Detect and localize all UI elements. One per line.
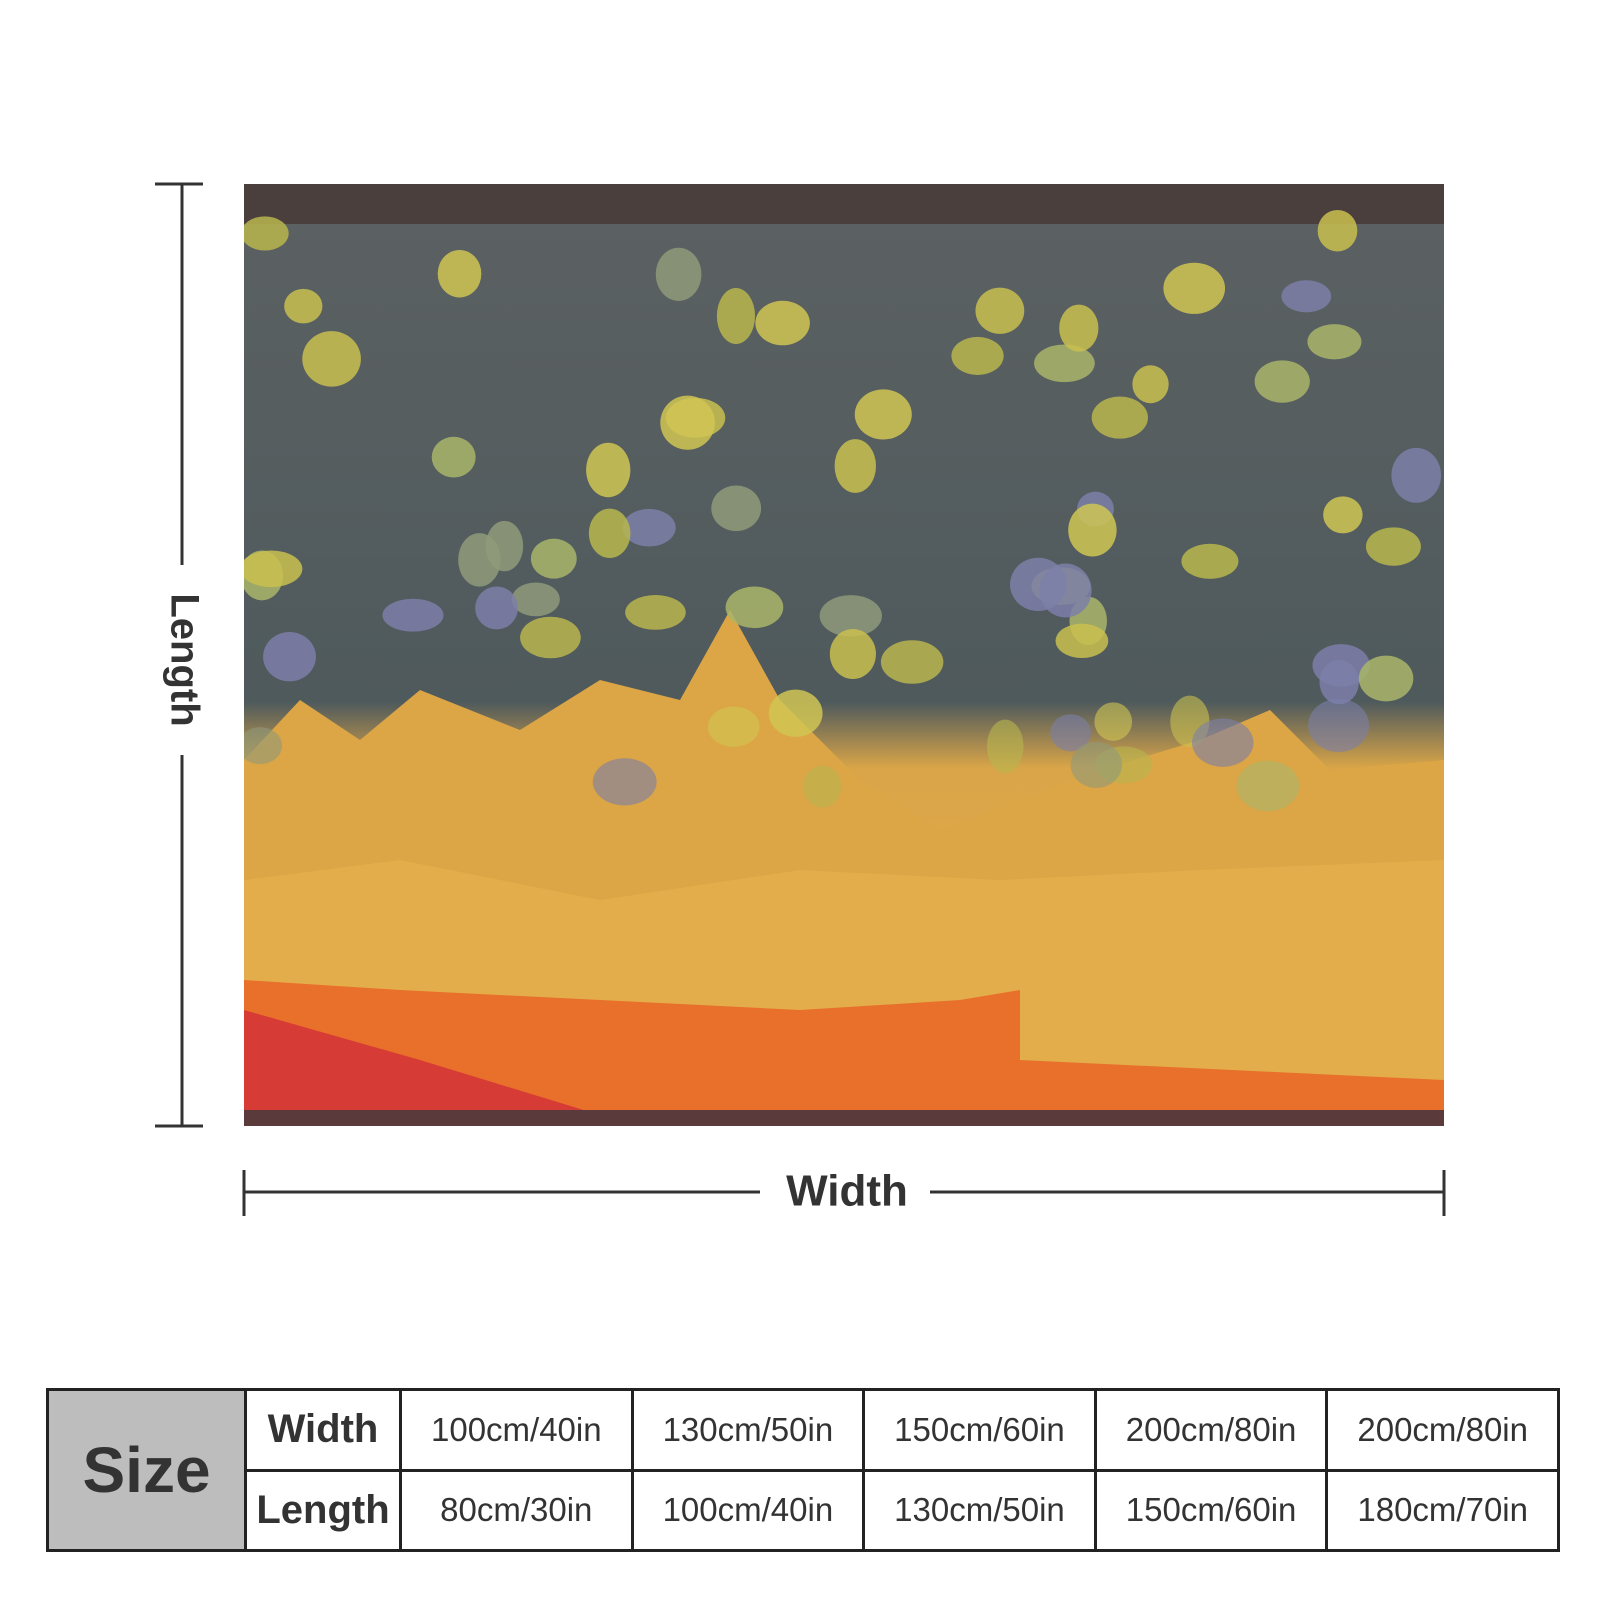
spot: [622, 508, 676, 547]
spot: [1307, 324, 1362, 360]
table-cell: 150cm/60in: [862, 1388, 1097, 1472]
row-header: Width: [244, 1388, 402, 1472]
spot: [975, 287, 1025, 334]
table-cell: 150cm/60in: [1093, 1468, 1329, 1552]
size-table: Size Width 100cm/40in 130cm/50in 150cm/6…: [46, 1388, 1560, 1552]
table-row: Length 80cm/30in 100cm/40in 130cm/50in 1…: [48, 1468, 1560, 1552]
spot: [1055, 623, 1109, 659]
spot: [1312, 644, 1370, 687]
spot: [1034, 344, 1095, 383]
table-cell: 80cm/30in: [399, 1468, 634, 1552]
spot: [854, 389, 912, 440]
spot: [768, 689, 823, 737]
table-cell: 200cm/80in: [1093, 1388, 1329, 1472]
spot: [1009, 557, 1067, 611]
spot: [1068, 503, 1117, 557]
spot: [1050, 714, 1092, 752]
spot: [431, 436, 476, 478]
spot: [244, 550, 303, 588]
spot: [655, 247, 702, 301]
table-cell: 130cm/50in: [862, 1468, 1097, 1552]
table-cell: 200cm/80in: [1325, 1388, 1560, 1472]
spot: [1059, 304, 1099, 352]
spot: [382, 598, 444, 632]
spot: [1181, 543, 1239, 579]
spot: [1365, 527, 1421, 566]
spot: [951, 336, 1004, 375]
table-cell: 100cm/40in: [399, 1388, 634, 1472]
spot: [458, 533, 501, 587]
table-cell: 130cm/50in: [630, 1388, 866, 1472]
spot: [755, 300, 810, 346]
spot: [1163, 262, 1226, 314]
spot: [1358, 655, 1414, 702]
spot: [725, 586, 784, 629]
row-header: Length: [244, 1468, 402, 1552]
spot: [1192, 718, 1254, 767]
spot: [716, 288, 756, 344]
spot: [511, 582, 560, 617]
spot: [829, 628, 876, 680]
spot: [660, 395, 715, 450]
spot: [1323, 496, 1363, 534]
spot: [1091, 396, 1148, 439]
spot: [586, 442, 631, 498]
table-cell: 100cm/40in: [630, 1468, 866, 1552]
width-label: Width: [786, 1167, 908, 1216]
spot: [880, 640, 944, 684]
length-label: Length: [162, 593, 206, 726]
spot: [244, 216, 289, 251]
spot: [986, 719, 1024, 774]
spot: [834, 439, 876, 493]
spot: [711, 485, 762, 532]
spot: [803, 765, 842, 808]
spot: [1254, 360, 1310, 403]
spot: [707, 706, 760, 747]
spot: [1236, 760, 1300, 812]
spot: [592, 758, 657, 806]
spot: [437, 249, 482, 298]
spot: [1308, 698, 1370, 752]
spot: [263, 632, 316, 682]
spot: [819, 595, 882, 637]
spot: [1132, 365, 1169, 404]
table-row: Size Width 100cm/40in 130cm/50in 150cm/6…: [46, 1388, 1560, 1552]
spot: [588, 508, 631, 559]
spot: [1317, 209, 1358, 252]
spot: [244, 727, 283, 765]
spot: [1070, 741, 1123, 788]
blanket-artwork: [244, 184, 1444, 1126]
spot: [475, 586, 519, 630]
table-cell: 180cm/70in: [1325, 1468, 1560, 1552]
table-header: Size: [46, 1388, 247, 1552]
spot: [1281, 280, 1332, 313]
spot: [1391, 447, 1442, 503]
product-image: Length Width: [155, 182, 1446, 1216]
spot: [625, 595, 686, 630]
spot: [1094, 702, 1133, 741]
spot: [302, 331, 361, 387]
spot: [530, 538, 577, 579]
spot: [520, 616, 581, 659]
spot: [284, 288, 323, 324]
